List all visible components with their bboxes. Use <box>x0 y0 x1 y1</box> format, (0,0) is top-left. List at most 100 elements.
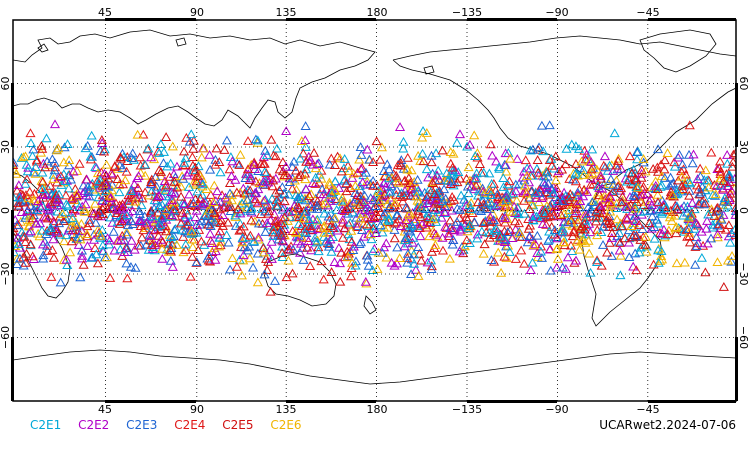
observation-marker-c2e6 <box>501 166 512 176</box>
observation-marker-c2e6 <box>703 182 714 192</box>
observation-marker-c2e1 <box>629 201 641 211</box>
observation-marker-c2e3 <box>584 208 595 218</box>
observation-marker-c2e4 <box>123 195 134 205</box>
observation-marker-c2e4 <box>500 217 511 227</box>
observation-marker-c2e2 <box>370 228 382 238</box>
observation-marker-c2e5 <box>336 166 347 176</box>
observation-marker-c2e3 <box>384 164 395 174</box>
observation-marker-c2e6 <box>541 200 552 210</box>
observation-marker-c2e1 <box>656 180 668 190</box>
observation-marker-c2e3 <box>501 190 512 200</box>
observation-marker-c2e6 <box>558 237 570 247</box>
observation-marker-c2e3 <box>400 202 411 212</box>
observation-marker-c2e5 <box>245 185 256 195</box>
observation-marker-c2e5 <box>659 155 670 165</box>
observation-marker-c2e5 <box>636 165 647 174</box>
observation-marker-c2e6 <box>498 197 509 206</box>
observation-marker-c2e6 <box>726 251 736 260</box>
observation-marker-c2e1 <box>367 246 379 256</box>
observation-marker-c2e3 <box>82 181 93 191</box>
observation-marker-c2e2 <box>312 159 323 168</box>
observation-marker-c2e3 <box>317 184 328 194</box>
observation-marker-c2e6 <box>355 213 366 223</box>
observation-marker-c2e1 <box>192 186 203 196</box>
observation-marker-c2e1 <box>471 173 482 183</box>
observation-marker-c2e4 <box>720 224 731 234</box>
observation-marker-c2e2 <box>454 246 465 256</box>
observation-marker-c2e1 <box>573 144 585 153</box>
observation-marker-c2e5 <box>295 170 306 179</box>
observation-marker-c2e4 <box>18 197 29 207</box>
observation-marker-c2e3 <box>127 148 138 158</box>
observation-marker-c2e3 <box>144 212 156 222</box>
observation-marker-c2e3 <box>122 243 133 253</box>
observation-marker-c2e2 <box>107 217 118 227</box>
observation-marker-c2e1 <box>498 173 509 183</box>
observation-marker-c2e5 <box>37 143 48 153</box>
observation-marker-c2e3 <box>191 257 202 267</box>
observation-marker-c2e4 <box>712 202 723 212</box>
observation-marker-c2e5 <box>607 221 619 231</box>
observation-marker-c2e1 <box>530 187 541 197</box>
observation-marker-c2e6 <box>428 214 439 224</box>
observation-marker-c2e5 <box>394 203 405 213</box>
observation-marker-c2e6 <box>406 165 417 175</box>
observation-marker-c2e2 <box>205 228 216 238</box>
observation-marker-c2e4 <box>357 162 368 172</box>
observation-marker-c2e4 <box>695 163 706 173</box>
observation-marker-c2e2 <box>167 195 178 205</box>
observation-marker-c2e1 <box>421 164 432 174</box>
observation-marker-c2e6 <box>459 241 470 251</box>
observation-marker-c2e5 <box>591 216 602 226</box>
observation-marker-c2e1 <box>587 144 598 154</box>
observation-marker-c2e6 <box>187 242 198 252</box>
observation-marker-c2e4 <box>676 181 688 191</box>
observation-marker-c2e6 <box>574 244 585 254</box>
observation-marker-c2e1 <box>300 142 311 151</box>
observation-marker-c2e3 <box>452 203 463 213</box>
observation-marker-c2e5 <box>98 201 109 211</box>
observation-marker-c2e4 <box>214 204 225 214</box>
observation-marker-c2e4 <box>560 159 571 169</box>
observation-marker-c2e1 <box>558 232 569 242</box>
observation-marker-c2e6 <box>350 180 361 190</box>
observation-marker-c2e5 <box>368 223 379 233</box>
observation-marker-c2e5 <box>42 225 53 235</box>
observation-marker-c2e5 <box>260 254 272 263</box>
observation-marker-c2e4 <box>312 196 323 206</box>
observation-marker-c2e6 <box>519 180 531 190</box>
observation-marker-c2e3 <box>690 259 701 269</box>
observation-marker-c2e6 <box>603 178 614 188</box>
observation-marker-c2e2 <box>322 200 334 210</box>
observation-marker-c2e1 <box>408 232 419 242</box>
observation-marker-c2e5 <box>626 168 637 178</box>
observation-marker-c2e6 <box>157 243 168 253</box>
observation-marker-c2e4 <box>391 170 402 180</box>
observation-marker-c2e5 <box>615 238 626 247</box>
observation-marker-c2e6 <box>92 168 104 178</box>
observation-marker-c2e4 <box>98 146 110 156</box>
observation-marker-c2e1 <box>149 195 160 205</box>
observation-marker-c2e4 <box>103 173 114 183</box>
observation-marker-c2e3 <box>309 236 321 246</box>
observation-marker-c2e2 <box>41 190 52 200</box>
observation-marker-c2e1 <box>491 224 502 234</box>
observation-marker-c2e6 <box>478 248 489 258</box>
observation-marker-c2e5 <box>576 221 587 231</box>
observation-marker-c2e5 <box>13 201 24 211</box>
observation-marker-c2e1 <box>186 228 197 238</box>
observation-marker-c2e6 <box>237 237 248 247</box>
observation-marker-c2e3 <box>527 144 538 154</box>
observation-marker-c2e6 <box>36 175 47 185</box>
observation-marker-c2e2 <box>104 235 115 245</box>
observation-marker-c2e3 <box>313 158 324 168</box>
observation-marker-c2e2 <box>500 192 512 202</box>
observation-marker-c2e6 <box>464 175 475 185</box>
observation-marker-c2e3 <box>724 172 735 182</box>
bottom-lon-label-135: 135 <box>276 403 297 416</box>
observation-marker-c2e1 <box>715 180 726 190</box>
observation-marker-c2e1 <box>313 246 324 256</box>
observation-marker-c2e2 <box>280 161 292 171</box>
observation-marker-c2e4 <box>180 245 191 254</box>
observation-marker-c2e5 <box>66 236 77 246</box>
